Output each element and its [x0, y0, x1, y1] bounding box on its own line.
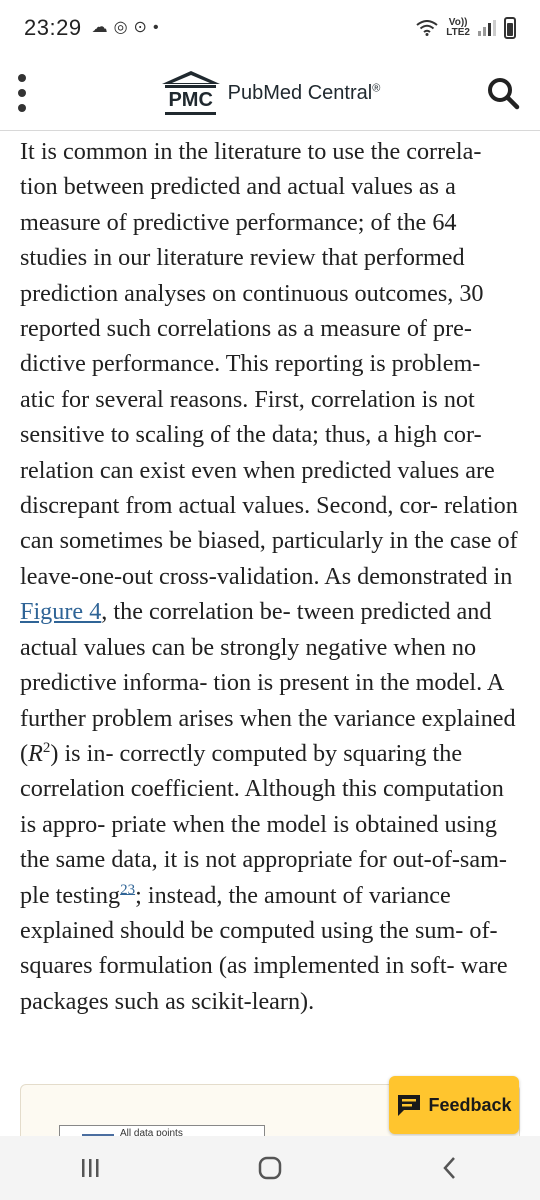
system-nav-bar — [0, 1136, 540, 1200]
pmc-logo-name: PubMed Central® — [228, 82, 381, 105]
battery-icon — [504, 17, 516, 39]
paragraph-text-2: , the correlation be- tween predicted an… — [20, 598, 516, 767]
wifi-icon — [416, 20, 438, 36]
back-icon — [443, 1157, 455, 1179]
logo-name-text: PubMed Central — [227, 81, 373, 104]
r-exponent: 2 — [42, 739, 51, 756]
pmc-logo[interactable]: PMC PubMed Central® — [160, 71, 381, 115]
sync-icon: ⊙ — [133, 19, 147, 36]
signal-icon — [478, 20, 496, 36]
status-right: Vo)) LTE2 — [416, 17, 516, 39]
app-header: PMC PubMed Central® — [0, 56, 540, 131]
paragraph-text-3: ) is in- correctly computed by squaring … — [20, 739, 507, 909]
feedback-button[interactable]: Feedback — [389, 1076, 519, 1134]
dot-icon: • — [152, 19, 159, 36]
volte-top: Vo)) — [448, 17, 468, 28]
whatsapp-icon: ◎ — [113, 19, 128, 36]
paragraph-text-4: ; instead, the amount of variance explai… — [20, 881, 508, 1015]
back-button[interactable] — [420, 1148, 480, 1188]
status-time: 23:29 — [24, 15, 82, 40]
recent-apps-button[interactable] — [60, 1148, 120, 1188]
search-icon[interactable] — [486, 76, 520, 110]
legend-label: All data points — [120, 1128, 183, 1139]
feedback-label: Feedback — [428, 1094, 512, 1115]
home-button[interactable] — [240, 1148, 300, 1188]
feedback-icon — [398, 1095, 421, 1116]
r-symbol: R — [28, 739, 43, 767]
article-paragraph: It is common in the literature to use th… — [20, 134, 520, 1019]
volte-indicator: Vo)) LTE2 — [446, 18, 470, 38]
logo-reg-mark: ® — [372, 81, 381, 94]
article-body: It is common in the literature to use th… — [20, 134, 520, 1019]
more-options-icon[interactable] — [14, 74, 30, 112]
pmc-mark-text: PMC — [165, 85, 216, 115]
notification-icons: ☁ ◎ ⊙ • — [92, 20, 159, 36]
volte-bottom: LTE2 — [446, 27, 470, 38]
pmc-building-icon — [161, 71, 220, 84]
status-bar: 23:29 ☁ ◎ ⊙ • Vo)) LTE2 — [0, 0, 540, 56]
pmc-logo-mark: PMC — [160, 71, 222, 115]
cloud-icon: ☁ — [91, 19, 108, 36]
paragraph-text-1: It is common in the literature to use th… — [20, 138, 518, 590]
home-icon — [258, 1156, 282, 1180]
figure-4-link[interactable]: Figure 4 — [20, 598, 102, 626]
citation-23-link[interactable]: 23 — [120, 881, 136, 898]
recent-apps-icon — [82, 1159, 99, 1177]
legend-line — [82, 1134, 114, 1136]
